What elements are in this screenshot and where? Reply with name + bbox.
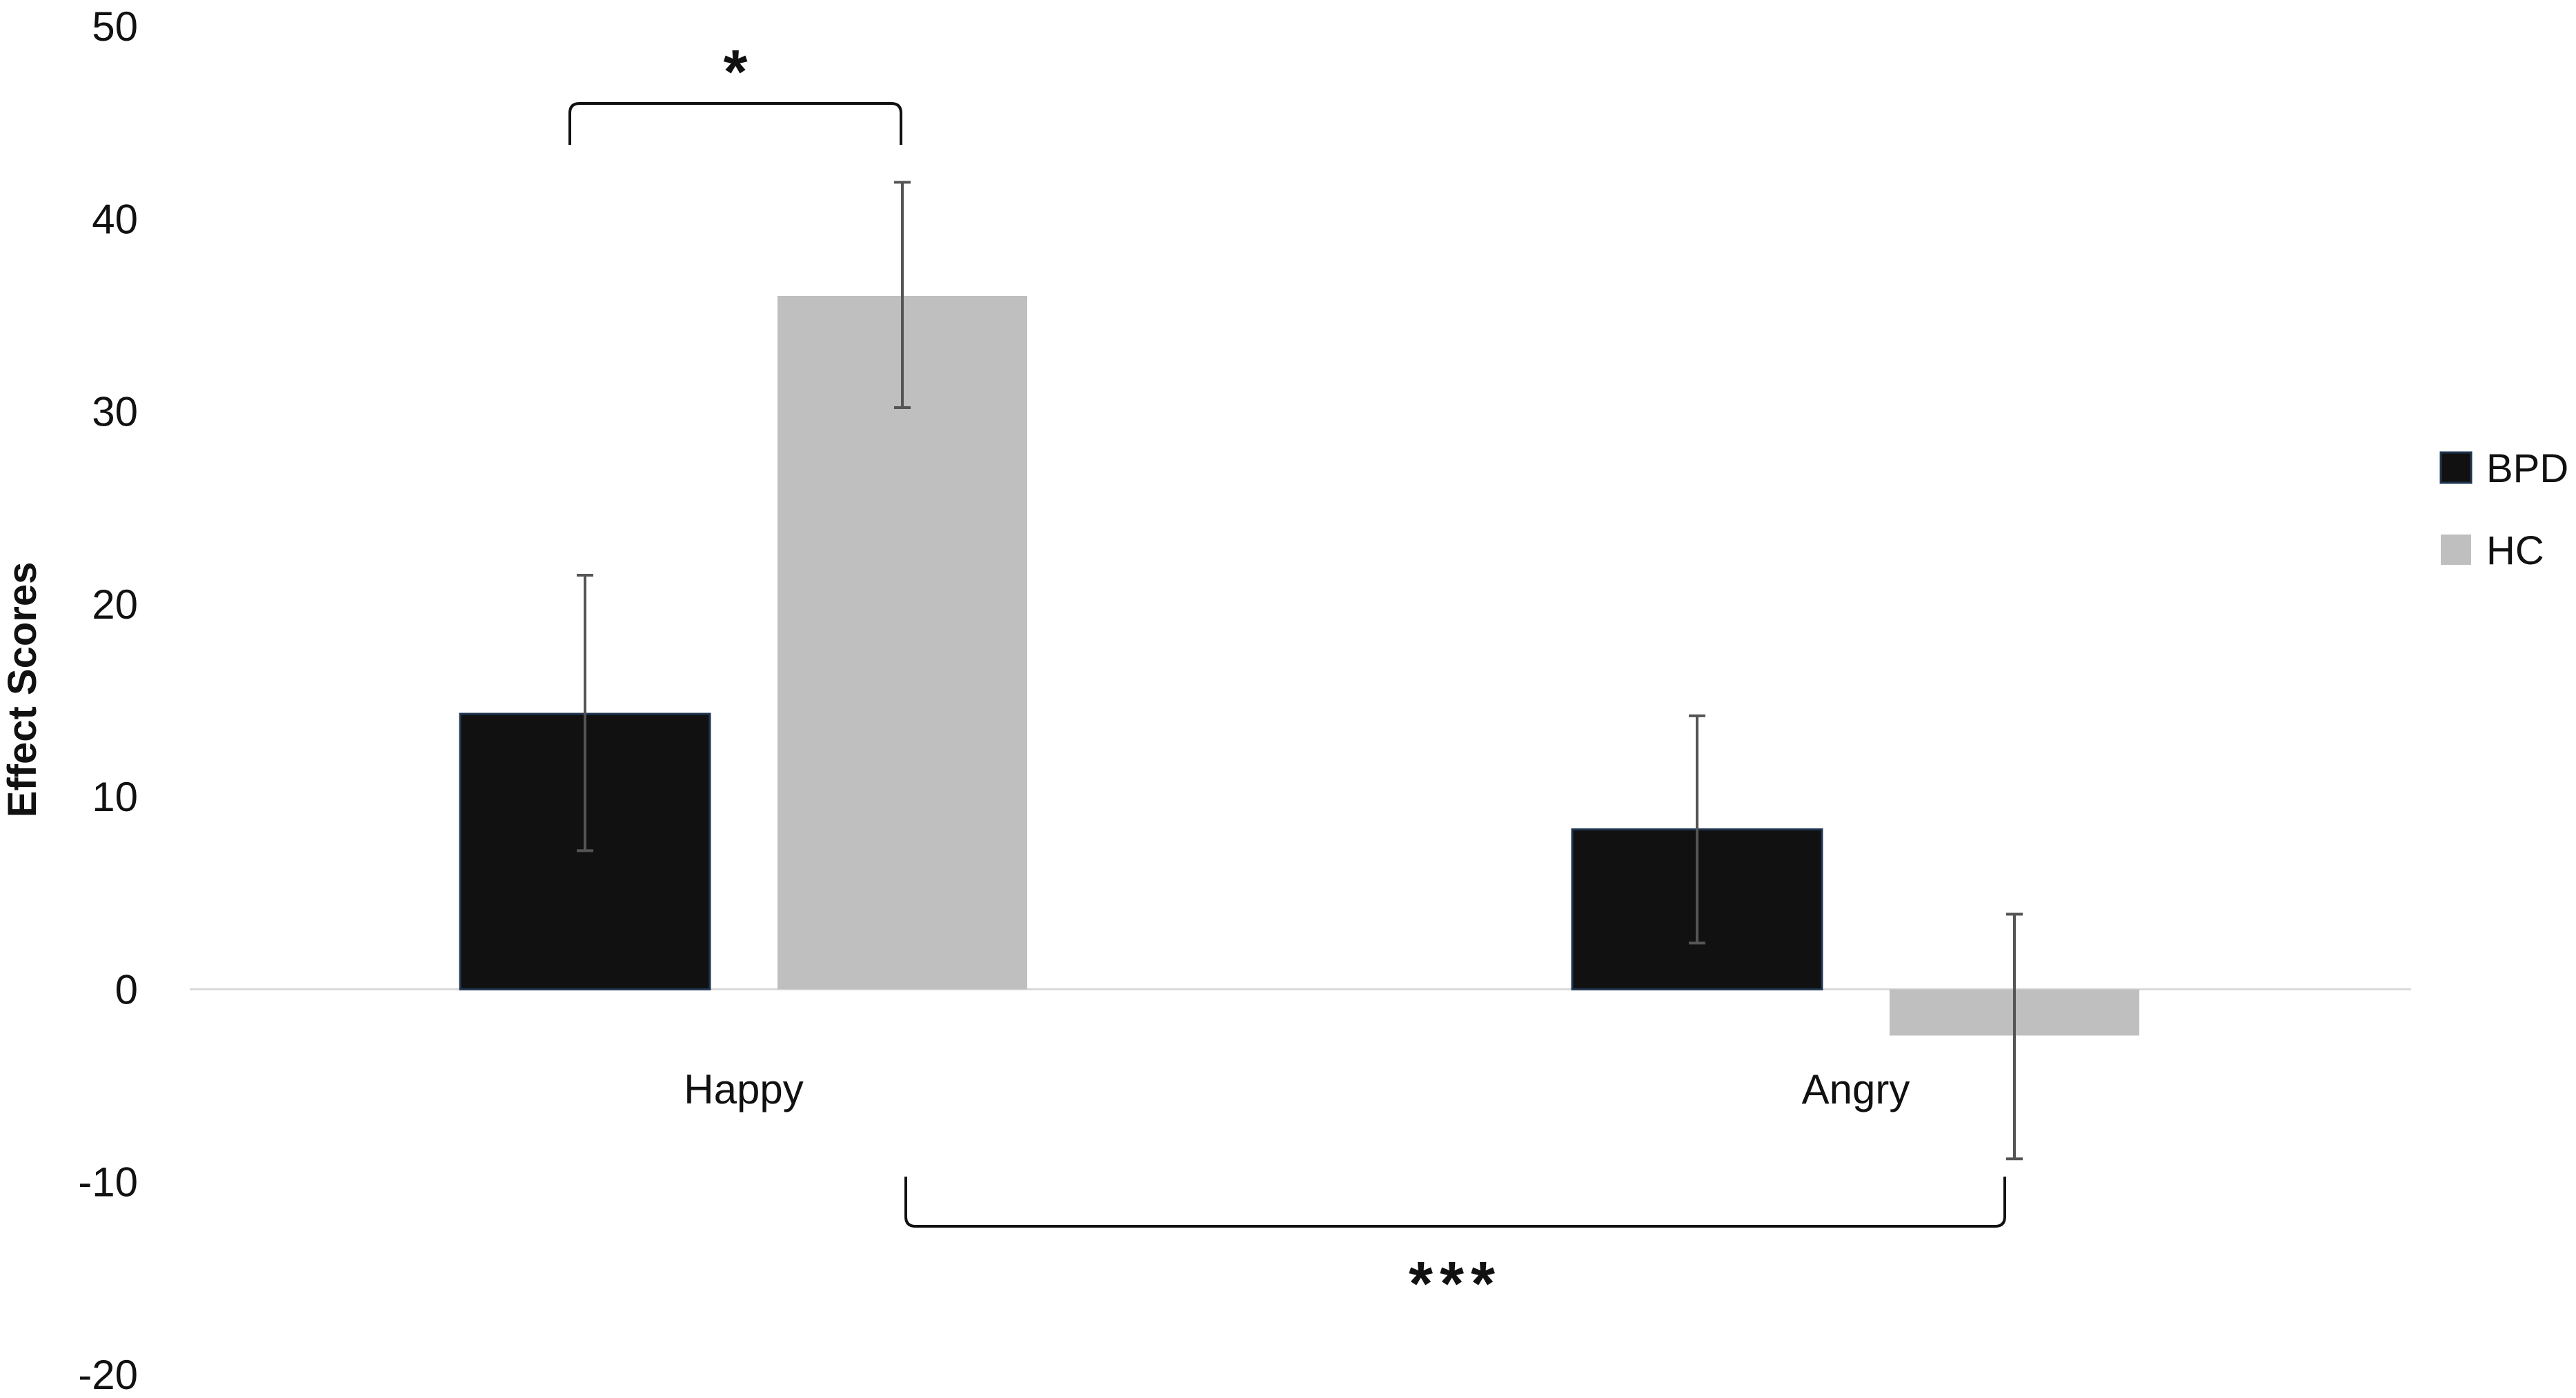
- y-axis-label: Effect Scores: [0, 562, 45, 818]
- y-tick-label: 50: [92, 3, 138, 50]
- category-labels: Happy Angry: [684, 1066, 1910, 1112]
- significance-label-triple: ***: [1409, 1250, 1502, 1319]
- bracket-happy: [568, 102, 902, 145]
- y-tick-label: -20: [78, 1352, 138, 1395]
- category-label-happy: Happy: [684, 1066, 803, 1112]
- legend-swatch-hc: [2441, 535, 2471, 565]
- bars-group: [459, 296, 2139, 1036]
- category-label-angry: Angry: [1802, 1066, 1910, 1112]
- y-tick-label: 30: [92, 389, 138, 435]
- significance-label-single: *: [723, 38, 747, 107]
- y-tick-label: 0: [115, 966, 138, 1012]
- y-tick-label: 10: [92, 774, 138, 820]
- y-axis-ticks: 50 40 30 20 10 0 -10 -20: [78, 3, 138, 1398]
- significance-brackets: ****: [568, 38, 2006, 1319]
- legend: BPD HC: [2439, 446, 2568, 573]
- legend-swatch-bpd: [2439, 451, 2473, 484]
- legend-label-hc: HC: [2486, 528, 2544, 573]
- y-tick-label: 20: [92, 581, 138, 628]
- bar-hc-happy: [777, 296, 1027, 990]
- errorbars-group: [577, 181, 2023, 1161]
- bracket-hc: [904, 1177, 2006, 1228]
- y-tick-label: 40: [92, 196, 138, 242]
- legend-label-bpd: BPD: [2486, 446, 2568, 491]
- y-tick-label: -10: [78, 1159, 138, 1206]
